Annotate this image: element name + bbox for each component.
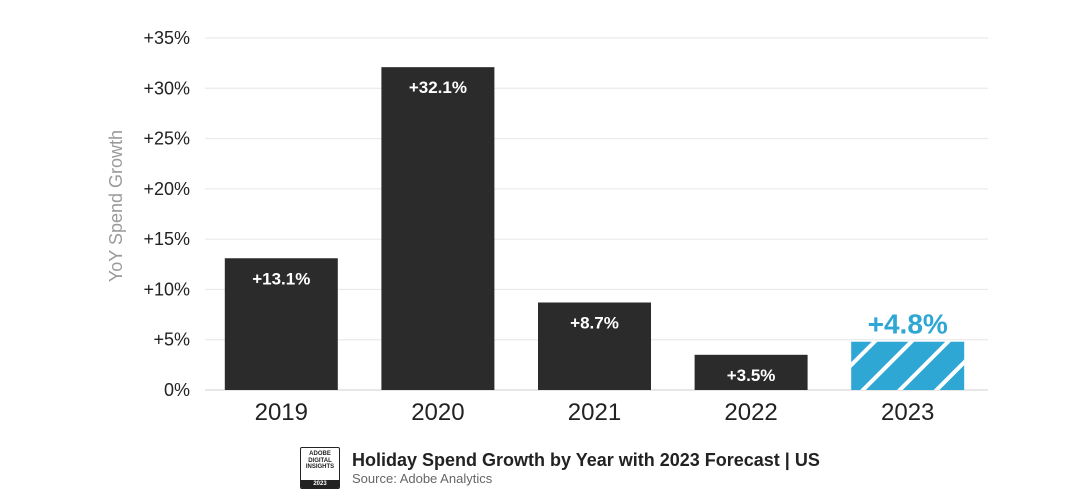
y-tick-label: +5% (153, 330, 190, 350)
chart-footer: ADOBE DIGITAL INSIGHTS 2023 Holiday Spen… (300, 446, 820, 490)
x-axis-ticks: 2019 2020 2021 2022 2023 (255, 399, 935, 426)
bar-2020 (381, 67, 495, 390)
bar-2023 (851, 341, 965, 390)
data-label-2023: +4.8% (868, 309, 948, 340)
badge-line: ADOBE (309, 451, 331, 457)
adobe-digital-insights-badge: ADOBE DIGITAL INSIGHTS 2023 (300, 447, 340, 489)
y-tick-label: +15% (143, 229, 190, 249)
y-tick-label: +10% (143, 279, 190, 299)
chart-source: Source: Adobe Analytics (352, 471, 493, 486)
x-tick-label-2019: 2019 (255, 399, 308, 426)
data-label-2022: +3.5% (727, 366, 776, 385)
y-tick-label: +25% (143, 129, 190, 149)
y-tick-label: +30% (143, 78, 190, 98)
y-axis-label: YoY Spend Growth (106, 130, 126, 282)
data-label-2021: +8.7% (570, 314, 619, 333)
badge-line: DIGITAL (308, 457, 332, 464)
data-label-2020: +32.1% (409, 78, 467, 97)
y-tick-label: 0% (164, 380, 190, 400)
badge-line: INSIGHTS (305, 464, 335, 470)
data-label-2019: +13.1% (252, 269, 310, 288)
x-tick-label-2020: 2020 (411, 399, 464, 426)
x-tick-label-2021: 2021 (568, 399, 621, 426)
bar-2019 (224, 258, 338, 390)
bar-labels: +13.1% +32.1% +8.7% +3.5% +4.8% (252, 78, 948, 385)
y-tick-label: +20% (143, 179, 190, 199)
y-tick-label: +35% (143, 28, 190, 48)
bar-2022 (694, 354, 808, 390)
bar-chart: 0% +5% +10% +15% +20% +25% +30% +35% YoY Spend … (106, 28, 988, 426)
bar-2021 (538, 302, 651, 390)
x-tick-label-2023: 2023 (881, 399, 934, 426)
y-axis-ticks: 0% +5% +10% +15% +20% +25% +30% +35% (143, 28, 190, 400)
bars (224, 67, 965, 390)
chart-title: Holiday Spend Growth by Year with 2023 F… (352, 450, 820, 470)
badge-year: 2023 (301, 480, 339, 488)
x-tick-label-2022: 2022 (724, 399, 777, 426)
